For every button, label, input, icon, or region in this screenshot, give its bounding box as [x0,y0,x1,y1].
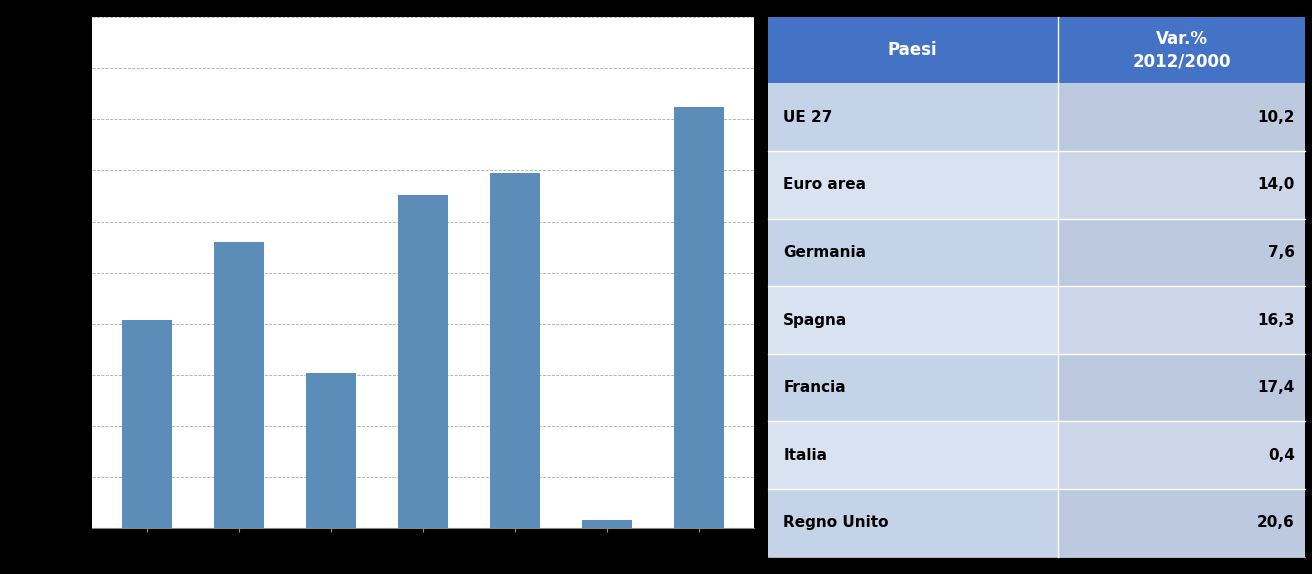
Text: Germania: Germania [783,245,866,260]
Bar [214,242,265,528]
Text: UE 27: UE 27 [783,110,833,125]
Text: 16,3: 16,3 [1257,312,1295,328]
Bar [674,107,724,528]
Text: Var.%
2012/2000: Var.% 2012/2000 [1132,30,1231,71]
Text: Euro area: Euro area [783,177,866,192]
Bar [122,320,172,528]
Text: 20,6: 20,6 [1257,515,1295,530]
Text: 17,4: 17,4 [1258,380,1295,395]
Text: Spagna: Spagna [783,312,848,328]
Text: Regno Unito: Regno Unito [783,515,888,530]
Bar [306,373,357,528]
Text: 0,4: 0,4 [1269,448,1295,463]
Bar [489,173,541,528]
Text: 7,6: 7,6 [1267,245,1295,260]
Text: Italia: Italia [783,448,828,463]
Text: Paesi: Paesi [888,41,938,59]
Text: Francia: Francia [783,380,846,395]
Bar [398,195,449,528]
Text: 14,0: 14,0 [1258,177,1295,192]
Text: 10,2: 10,2 [1257,110,1295,125]
Bar [581,520,632,528]
